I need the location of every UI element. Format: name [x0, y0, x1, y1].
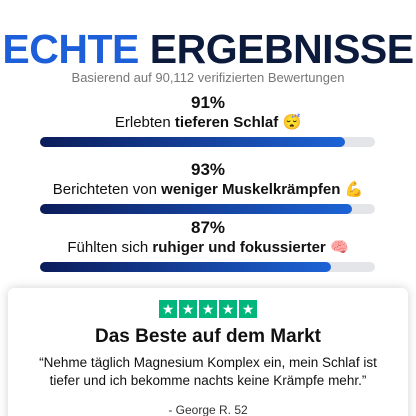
- stat-label: Berichteten von weniger Muskelkrämpfen 💪: [0, 180, 416, 200]
- bar: [40, 262, 332, 272]
- stat-label: Erlebten tieferen Schlaf 😴: [0, 113, 416, 133]
- stat-percent: 93%: [190, 160, 226, 179]
- stat: 91% Erlebten tieferen Schlaf 😴: [0, 93, 416, 133]
- stat-text: Erlebten: [114, 114, 171, 131]
- stat: 87% Fühlten sich ruhiger und fokussierter…: [0, 218, 416, 258]
- bar: [40, 137, 345, 147]
- stat-text: Berichteten von: [52, 181, 157, 198]
- stars: ★ ★ ★ ★ ★: [8, 300, 408, 318]
- review-card: ★ ★ ★ ★ ★ Das Beste auf dem Markt “Nehme täg…: [8, 288, 408, 416]
- review-quote: “Nehme täglich Magnesium Komplex ein, me…: [39, 355, 377, 388]
- bar-track: [40, 262, 375, 272]
- stat-percent: 91%: [190, 93, 226, 112]
- stat-bold: ruhiger und fokussierter: [152, 239, 326, 256]
- stat-emoji: 💪: [344, 181, 364, 198]
- subtitle: Basierend auf 90,112 verifizierten Bewer…: [71, 70, 345, 85]
- stat-emoji: 😴: [282, 114, 302, 131]
- stat-bold: weniger Muskelkrämpfen: [161, 181, 341, 198]
- title-part: ERGEBNISSE: [149, 26, 414, 72]
- title: ECHTE ERGEBNISSE: [0, 26, 416, 72]
- review-author: - George R. 52: [168, 403, 248, 416]
- stat-emoji: 🧠: [329, 239, 349, 256]
- stat-bold: tieferen Schlaf: [174, 114, 279, 131]
- stat: 93% Berichteten von weniger Muskelkrämpfe…: [0, 160, 416, 200]
- stat-label: Fühlten sich ruhiger und fokussierter 🧠: [0, 238, 416, 258]
- stat-text: Fühlten sich: [67, 239, 149, 256]
- bar-track: [40, 204, 375, 214]
- title-part: ECHTE: [2, 26, 139, 72]
- bar-track: [40, 137, 375, 147]
- review-title: Das Beste auf dem Markt: [95, 326, 321, 347]
- bar: [40, 204, 352, 214]
- stat-percent: 87%: [190, 218, 226, 237]
